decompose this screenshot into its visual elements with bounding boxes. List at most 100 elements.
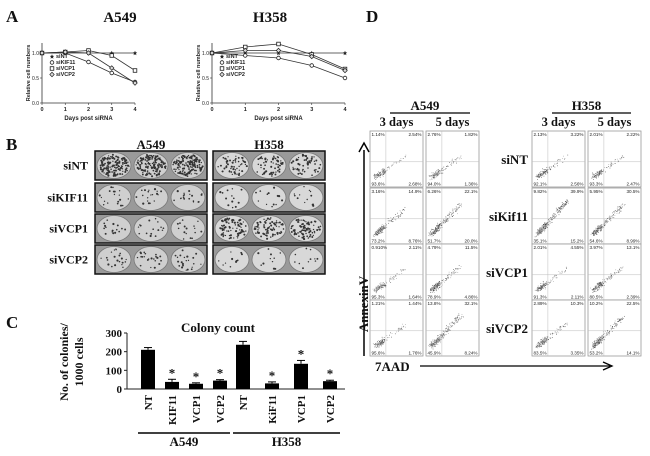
event-dot [397, 328, 399, 330]
colony [307, 227, 310, 230]
colony [151, 158, 153, 160]
event-dot [441, 337, 443, 339]
event-dot [596, 283, 598, 285]
event-dot [537, 343, 538, 345]
event-dot [540, 286, 541, 288]
event-dot [540, 286, 542, 288]
colony [305, 247, 308, 250]
event-dot [458, 319, 459, 321]
event-dot [438, 337, 440, 338]
event-dot [376, 341, 378, 342]
event-dot [377, 234, 379, 236]
colony [195, 157, 197, 160]
event-dot [598, 174, 600, 176]
square-marker [109, 53, 114, 58]
event-dot [543, 283, 544, 284]
event-dot [374, 290, 376, 291]
event-dot [595, 343, 597, 345]
event-dot [434, 174, 436, 176]
colony [197, 220, 199, 223]
quadrant-ul: 1.14% [372, 132, 385, 137]
event-dot [385, 223, 386, 224]
colony [192, 256, 195, 259]
event-dot [435, 174, 437, 176]
event-dot [552, 332, 553, 334]
event-dot [377, 176, 379, 178]
colony [253, 228, 256, 230]
colony [225, 218, 228, 221]
event-dot [538, 345, 540, 346]
event-dot [431, 229, 433, 230]
event-dot [382, 284, 384, 286]
event-dot [546, 340, 548, 341]
event-dot [446, 330, 448, 332]
colony [149, 202, 151, 205]
event-dot [387, 218, 389, 219]
colony [148, 189, 150, 191]
event-dot [544, 338, 546, 340]
colony [100, 196, 102, 199]
colony [186, 175, 189, 177]
event-dot [435, 228, 436, 230]
event-dot [557, 211, 559, 212]
colony [271, 173, 273, 176]
event-dot [431, 287, 433, 289]
event-dot [594, 288, 595, 290]
event-dot [374, 231, 376, 233]
event-dot [447, 220, 449, 222]
event-dot [544, 172, 545, 173]
event-dot [600, 172, 602, 173]
event-dot [439, 339, 441, 341]
event-dot [377, 175, 378, 177]
colony [188, 167, 190, 169]
colony [195, 252, 198, 255]
event-dot [429, 233, 431, 234]
event-dot [446, 331, 448, 333]
colony-plate [212, 182, 326, 213]
colony [237, 173, 241, 177]
event-dot [380, 173, 381, 175]
event-dot [458, 207, 460, 208]
diamond-marker [39, 50, 45, 56]
colony [234, 260, 238, 263]
colony [148, 158, 151, 161]
event-dot [456, 209, 458, 210]
event-dot [598, 343, 600, 345]
quadrant-ur: 39.9% [570, 189, 583, 194]
event-dot [437, 335, 439, 337]
colony [269, 253, 272, 256]
event-dot [453, 322, 455, 323]
event-dot [435, 289, 437, 291]
event-dot [392, 220, 394, 222]
event-dot [545, 336, 547, 338]
colony [118, 230, 120, 233]
colony [201, 165, 204, 168]
event-dot [445, 216, 447, 218]
event-dot [545, 339, 547, 341]
colony [177, 227, 180, 230]
event-dot [598, 342, 600, 344]
event-dot [441, 168, 442, 169]
colony [198, 159, 201, 162]
event-dot [437, 339, 439, 341]
event-dot [435, 344, 437, 345]
colony [294, 261, 296, 263]
event-dot [551, 218, 553, 220]
event-dot [375, 234, 377, 235]
event-dot [546, 224, 548, 225]
event-dot [598, 283, 600, 285]
event-dot [592, 173, 594, 174]
event-dot [379, 340, 381, 342]
event-dot [600, 230, 602, 232]
colony [163, 162, 166, 165]
event-dot [601, 338, 603, 339]
event-dot [556, 333, 557, 335]
event-dot [602, 281, 603, 282]
event-dot [460, 266, 462, 267]
event-dot [609, 278, 611, 280]
event-dot [599, 283, 600, 285]
event-dot [553, 216, 555, 218]
event-dot [606, 220, 608, 222]
event-dot [541, 287, 542, 289]
event-dot [594, 291, 595, 292]
